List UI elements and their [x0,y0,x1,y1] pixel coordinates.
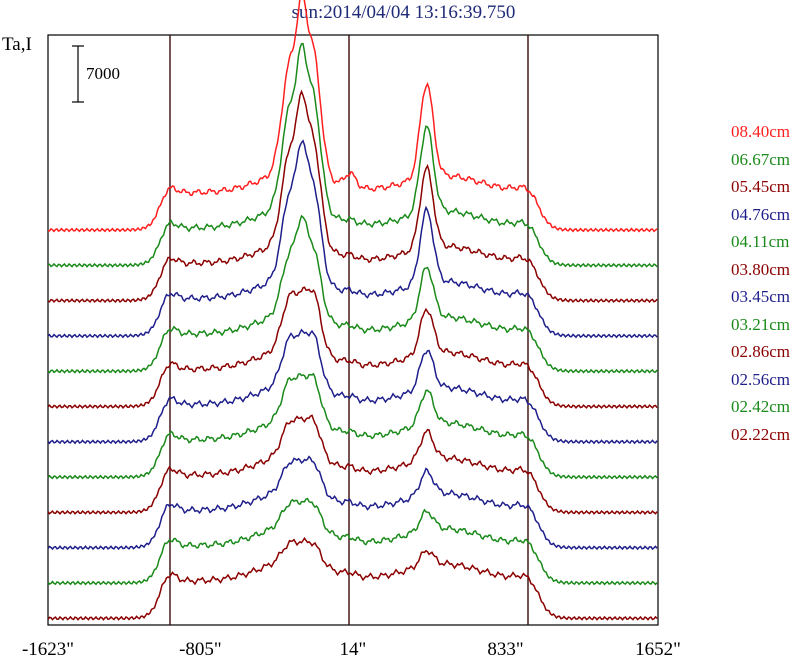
series-line-0345cm [47,328,658,445]
x-tick-label: 833" [487,639,523,660]
scale-bar [72,45,84,103]
legend-item: 08.40cm [731,122,791,141]
series-line-0667cm [47,42,658,268]
legend-item: 06.67cm [731,149,791,169]
series-line-0256cm [47,455,658,551]
series-line-0242cm [47,497,658,586]
chart-title: sun:2014/04/04 13:16:39.750 [291,2,516,23]
plot-frame [47,34,659,626]
x-tick-label: 14" [340,639,367,660]
series-line-0411cm [47,214,658,374]
series-line-0286cm [47,414,658,515]
legend-item: 03.45cm [731,287,791,306]
legend-item: 02.86cm [731,342,791,361]
legend-item: 03.21cm [731,314,791,334]
series-layer [47,0,658,621]
legend-item: 02.42cm [731,397,791,416]
legend-item: 04.76cm [731,204,791,224]
series-line-0476cm [47,139,658,339]
series-line-0840cm [47,0,658,233]
legend-item: 05.45cm [731,177,791,196]
series-line-0222cm [47,536,658,621]
legend: 08.40cm 06.67cm 05.45cm 04.76cm 04.11cm 03.80… [731,118,790,448]
series-line-0321cm [47,372,658,480]
legend-item: 03.80cm [731,259,791,279]
x-tick-label: 1652" [635,639,681,660]
x-tick-label: -805" [179,639,222,660]
scale-bar-label: 7000 [86,64,120,83]
legend-item: 02.56cm [731,369,791,389]
legend-item: 02.22cm [731,424,791,444]
series-line-0380cm [47,286,658,410]
x-tick-label: -1623" [22,639,74,660]
series-line-0545cm [47,89,658,304]
legend-item: 04.11cm [731,232,790,251]
x-tick-labels: -1623" -805" 14" 833" 1652" [22,639,681,660]
y-axis-label: Ta,I [2,34,32,55]
